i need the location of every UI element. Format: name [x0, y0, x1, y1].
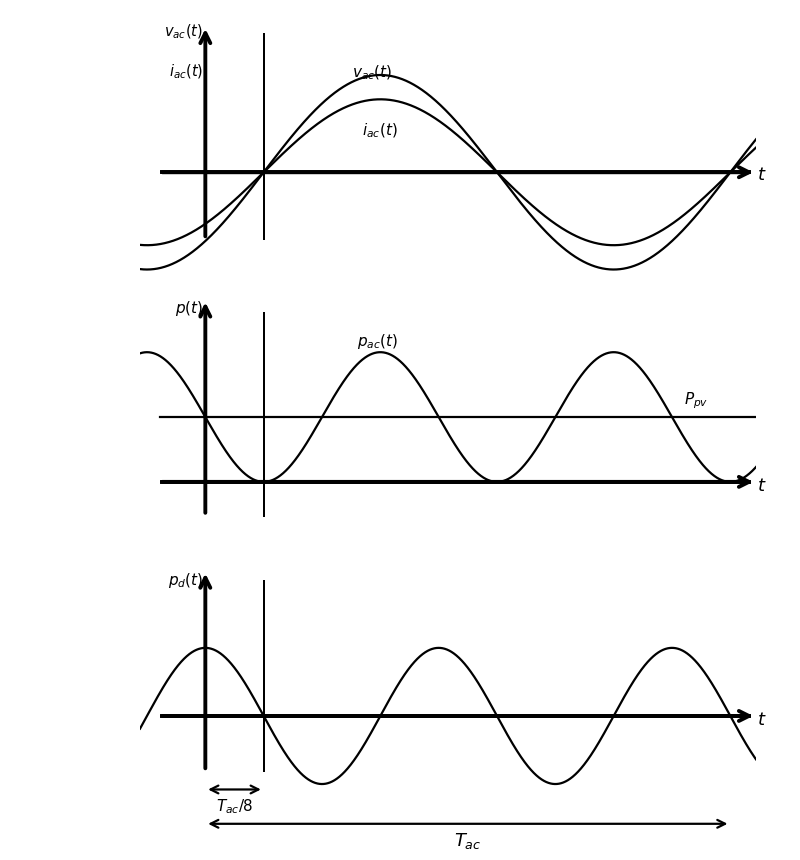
Text: t: t: [758, 476, 766, 494]
Text: t: t: [758, 711, 766, 729]
Text: $p(t)$: $p(t)$: [174, 299, 203, 318]
Text: $v_{ac}(t)$: $v_{ac}(t)$: [352, 64, 393, 82]
Text: $v_{ac}(t)$: $v_{ac}(t)$: [164, 22, 203, 40]
Text: $T_{ac}$: $T_{ac}$: [454, 831, 482, 851]
Text: $p_d(t)$: $p_d(t)$: [167, 571, 203, 590]
Text: $T_{ac}/8$: $T_{ac}/8$: [216, 798, 253, 816]
Text: t: t: [758, 166, 766, 184]
Text: $i_{ac}(t)$: $i_{ac}(t)$: [362, 121, 398, 139]
Text: $P_{pv}$: $P_{pv}$: [685, 390, 709, 410]
Text: $p_{ac}(t)$: $p_{ac}(t)$: [357, 332, 398, 351]
Text: $i_{ac}(t)$: $i_{ac}(t)$: [169, 62, 203, 81]
